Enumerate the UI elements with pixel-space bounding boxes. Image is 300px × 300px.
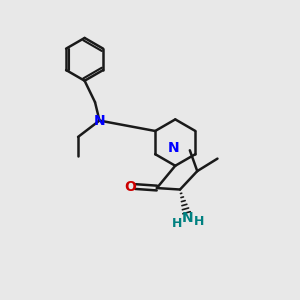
Text: N: N xyxy=(168,141,180,155)
Text: H: H xyxy=(194,215,204,228)
Text: H: H xyxy=(172,217,182,230)
Text: N: N xyxy=(182,211,194,225)
Text: N: N xyxy=(94,114,105,128)
Text: O: O xyxy=(124,180,136,194)
